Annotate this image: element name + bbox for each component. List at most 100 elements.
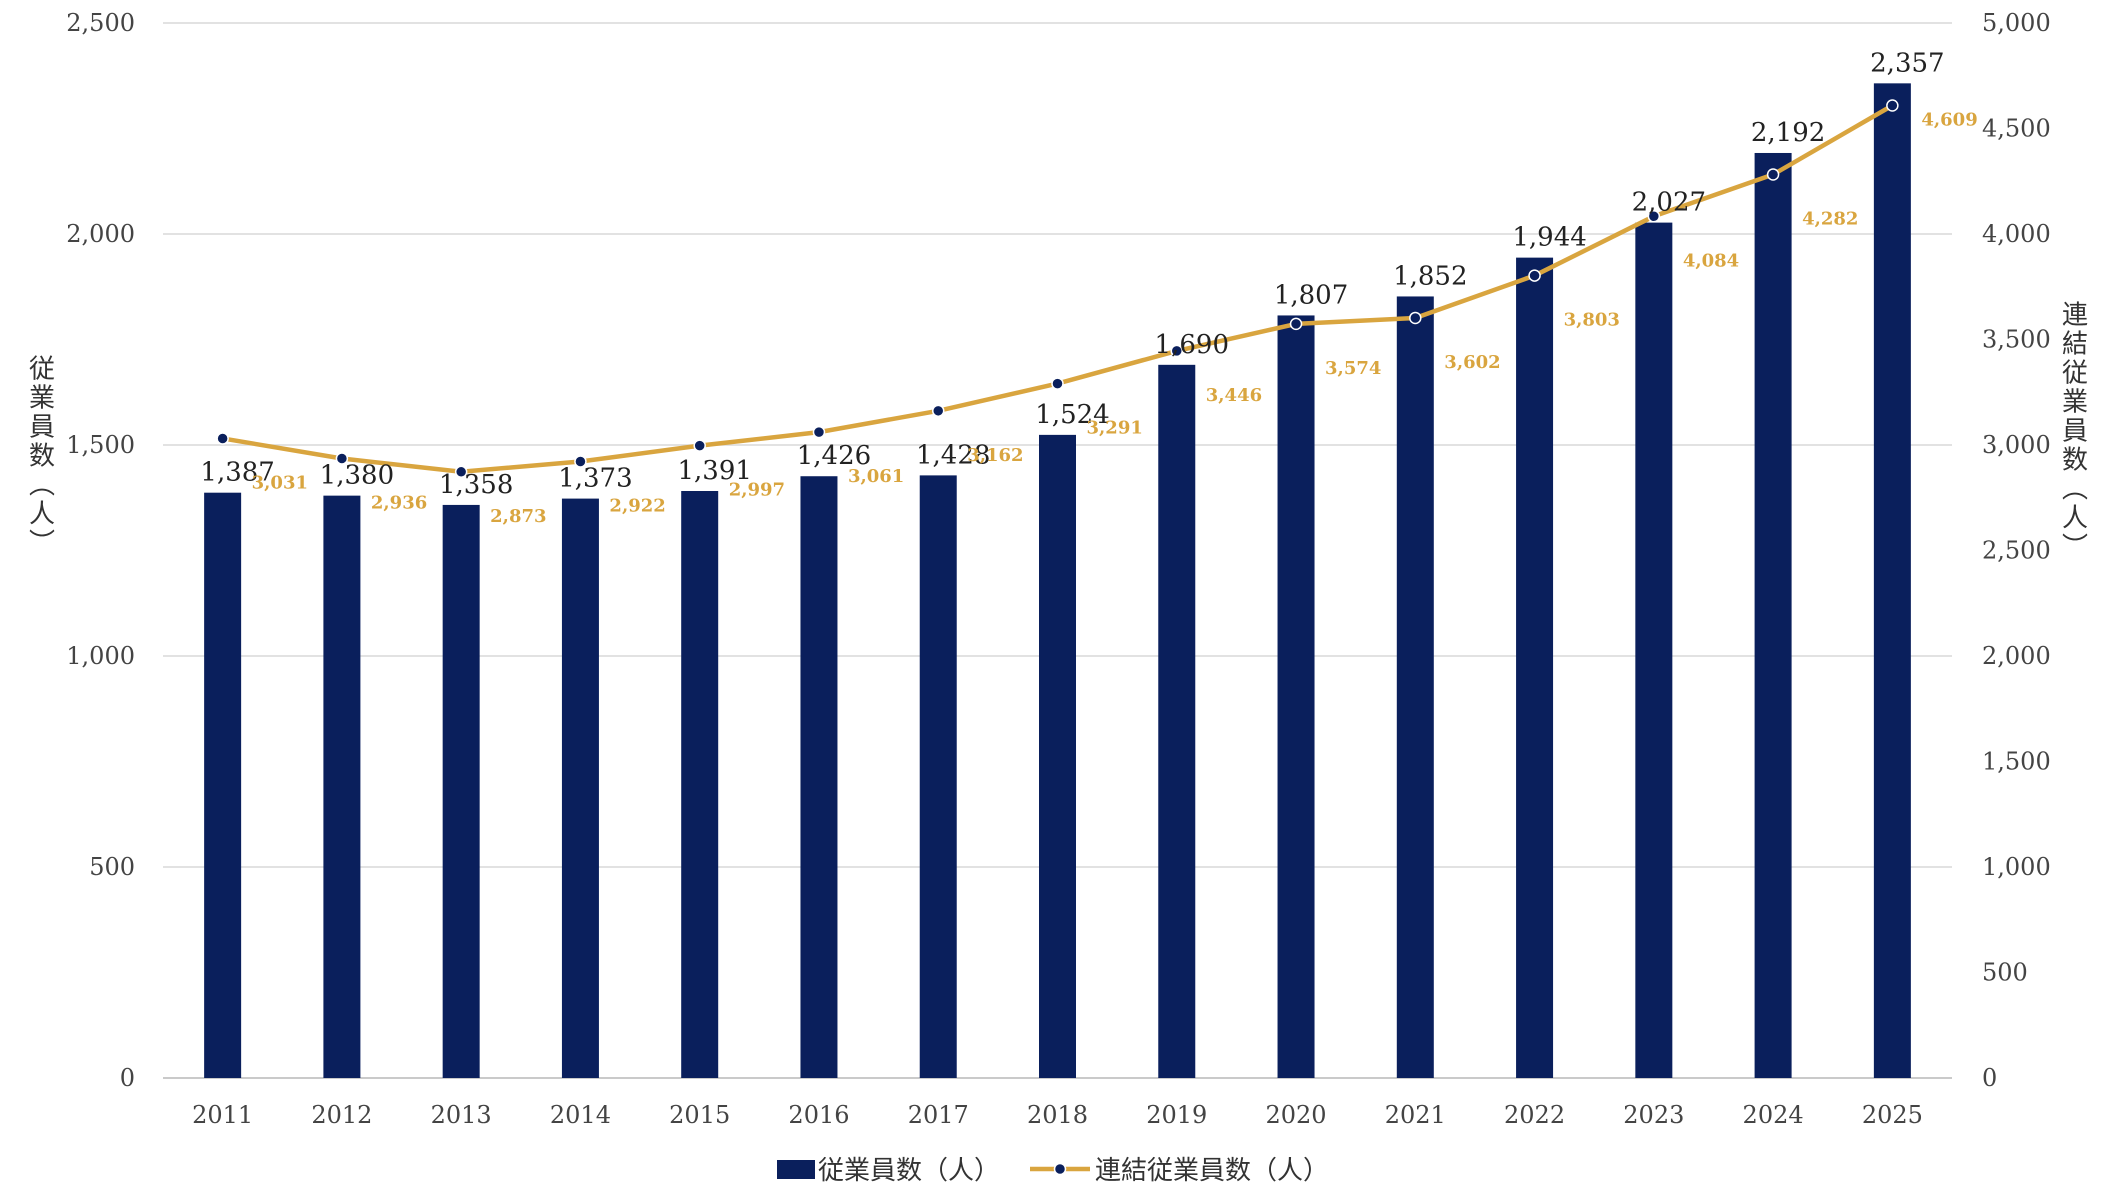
left-tick-label: 500	[89, 853, 135, 881]
right-tick-label: 1,500	[1982, 748, 2051, 776]
x-axis-ticks: 2011 2012 2013 2014 2015 2016 2017 2018 2019 2020…	[192, 1101, 1923, 1129]
bar	[1516, 257, 1554, 1079]
line-value-label: 2,936	[371, 493, 427, 514]
bar	[1396, 296, 1434, 1078]
legend: 従業員数（人） 連結従業員数（人）	[777, 1156, 1329, 1186]
line-value-label: 3,291	[1087, 418, 1143, 439]
bar	[323, 495, 361, 1078]
right-tick-label: 1,000	[1982, 853, 2051, 881]
line-point	[1289, 317, 1303, 331]
bar-value-label: 1,690	[1155, 330, 1229, 360]
line-value-label: 3,061	[848, 466, 904, 487]
bar-series	[204, 83, 1911, 1079]
x-tick-label: 2021	[1385, 1101, 1446, 1129]
line-value-label: 2,997	[729, 480, 785, 501]
line-point	[1409, 311, 1422, 325]
bar-value-label: 1,387	[200, 458, 274, 488]
line-point	[1886, 99, 1899, 112]
line-point	[931, 404, 945, 418]
left-axis-ticks: 0 500 1,000 1,500 2,000 2,500	[66, 9, 135, 1092]
line-value-labels: 3,031 2,936 2,873 2,922 2,997 3,061 3,162 3,291…	[252, 110, 1978, 527]
x-tick-label: 2011	[192, 1101, 253, 1129]
legend-bar-label: 従業員数（人）	[818, 1156, 1000, 1186]
line-point	[1170, 344, 1184, 358]
x-tick-label: 2024	[1743, 1101, 1804, 1129]
bar-value-label: 2,027	[1632, 188, 1706, 218]
line-point	[1051, 377, 1064, 390]
line-value-label: 3,803	[1564, 310, 1620, 331]
line-value-label: 4,609	[1921, 110, 1977, 131]
bar-value-label: 1,391	[677, 456, 751, 486]
bar	[681, 490, 719, 1078]
bar	[1277, 315, 1315, 1078]
bar-value-label: 1,373	[558, 464, 632, 494]
bar	[1873, 83, 1911, 1078]
line-point	[1647, 210, 1661, 223]
line-point	[1528, 269, 1541, 282]
x-tick-label: 2013	[431, 1101, 492, 1129]
bar-value-label: 1,524	[1035, 400, 1109, 430]
bar	[561, 498, 599, 1078]
left-axis-title: 従業員数︵人︶	[29, 355, 55, 559]
bar-value-labels: 1,387 1,380 1,358 1,373 1,391 1,426 1,428 1,524…	[200, 48, 1944, 500]
bar	[1754, 152, 1792, 1078]
right-tick-label: 2,500	[1982, 537, 2051, 565]
line-value-label: 3,574	[1325, 358, 1381, 379]
bar-value-label: 2,192	[1751, 118, 1825, 148]
line-point	[574, 455, 587, 468]
legend-line-marker	[1053, 1162, 1067, 1176]
line-point	[1766, 168, 1780, 181]
line-point	[454, 465, 468, 479]
x-tick-label: 2017	[908, 1101, 969, 1129]
bar-value-label: 1,426	[797, 441, 871, 471]
bar	[919, 475, 957, 1078]
bar	[1158, 364, 1196, 1078]
line-point	[335, 452, 349, 465]
line-value-label: 2,873	[490, 506, 546, 527]
right-tick-label: 500	[1982, 959, 2028, 987]
line-point	[693, 439, 706, 452]
bar	[204, 492, 242, 1078]
line-value-label: 3,602	[1444, 352, 1500, 373]
x-tick-label: 2020	[1265, 1101, 1326, 1129]
line-value-label: 4,282	[1802, 208, 1858, 229]
right-tick-label: 4,000	[1982, 220, 2051, 248]
right-tick-label: 4,500	[1982, 115, 2051, 143]
line-value-label: 4,084	[1683, 250, 1739, 271]
left-tick-label: 2,500	[66, 9, 135, 37]
bar-value-label: 1,852	[1393, 261, 1467, 291]
line-value-label: 3,162	[967, 445, 1023, 466]
bar-value-label: 1,380	[320, 461, 394, 491]
left-tick-label: 1,000	[66, 642, 135, 670]
right-tick-label: 5,000	[1982, 9, 2051, 37]
bar-value-label: 1,358	[439, 470, 513, 500]
bar-value-label: 1,807	[1274, 280, 1348, 310]
right-tick-label: 2,000	[1982, 642, 2051, 670]
line-value-label: 3,031	[252, 472, 308, 493]
right-tick-label: 0	[1982, 1064, 1997, 1092]
x-tick-label: 2025	[1862, 1101, 1923, 1129]
right-axis-title: 連結従業員数︵人︶	[2062, 301, 2088, 563]
left-tick-label: 2,000	[66, 220, 135, 248]
bar	[442, 504, 480, 1078]
x-tick-label: 2016	[788, 1101, 849, 1129]
right-axis-ticks: 0 500 1,000 1,500 2,000 2,500 3,000 3,500 4,000 4…	[1982, 9, 2051, 1092]
x-tick-label: 2014	[550, 1101, 611, 1129]
line-series	[216, 99, 1899, 479]
bar	[1039, 434, 1076, 1078]
x-tick-label: 2023	[1623, 1101, 1684, 1129]
x-tick-label: 2018	[1027, 1101, 1088, 1129]
x-tick-label: 2015	[669, 1101, 730, 1129]
right-tick-label: 3,500	[1982, 326, 2051, 354]
line-point	[812, 425, 826, 439]
bar-value-label: 1,428	[916, 440, 990, 470]
line-value-label: 2,922	[609, 495, 665, 516]
left-tick-label: 0	[120, 1064, 135, 1092]
x-tick-label: 2022	[1504, 1101, 1565, 1129]
bar	[800, 476, 838, 1078]
legend-bar-swatch	[777, 1160, 815, 1179]
line-value-label: 3,446	[1206, 385, 1262, 406]
bar-value-label: 2,357	[1870, 48, 1944, 78]
